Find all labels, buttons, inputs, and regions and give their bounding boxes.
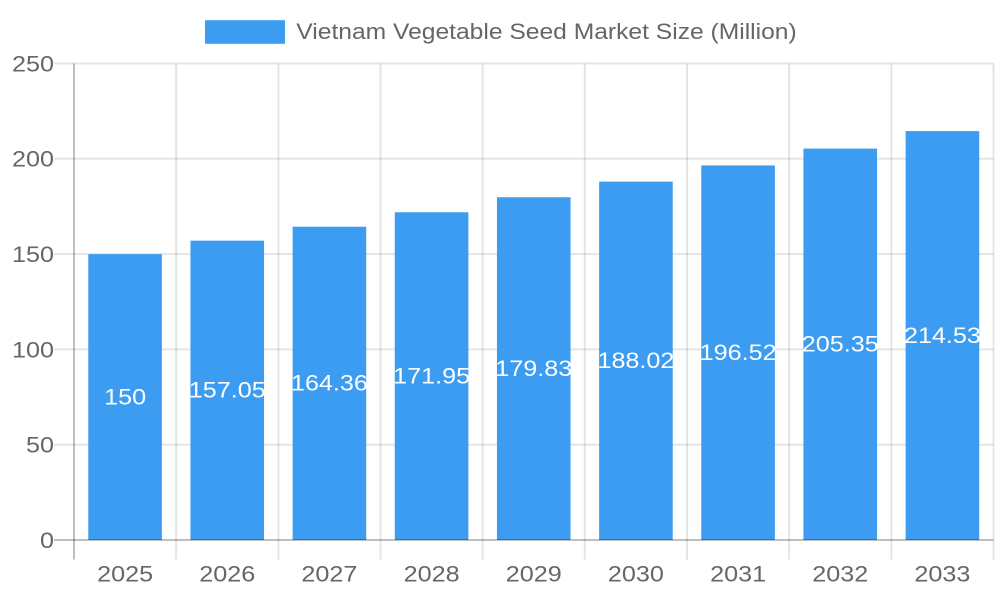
svg-text:2029: 2029: [506, 563, 562, 587]
svg-text:50: 50: [26, 434, 54, 458]
svg-text:196.52: 196.52: [700, 341, 777, 365]
svg-text:2031: 2031: [710, 563, 766, 587]
svg-text:157.05: 157.05: [189, 379, 266, 403]
svg-text:200: 200: [12, 148, 54, 172]
svg-text:164.36: 164.36: [291, 372, 368, 396]
svg-text:2028: 2028: [404, 563, 460, 587]
svg-text:Vietnam Vegetable Seed Market: Vietnam Vegetable Seed Market Size (Mill…: [296, 19, 796, 43]
svg-text:188.02: 188.02: [597, 349, 674, 373]
svg-text:150: 150: [12, 243, 54, 267]
svg-text:2026: 2026: [199, 563, 255, 587]
svg-text:2032: 2032: [812, 563, 868, 587]
svg-text:179.83: 179.83: [495, 357, 572, 381]
svg-text:171.95: 171.95: [393, 365, 470, 389]
svg-text:205.35: 205.35: [802, 333, 879, 357]
svg-text:2030: 2030: [608, 563, 664, 587]
svg-text:0: 0: [40, 529, 54, 553]
svg-text:150: 150: [104, 386, 146, 410]
svg-text:250: 250: [12, 53, 54, 77]
svg-text:2027: 2027: [301, 563, 357, 587]
svg-text:214.53: 214.53: [904, 324, 981, 348]
svg-text:100: 100: [12, 339, 54, 363]
svg-text:2025: 2025: [97, 563, 153, 587]
svg-text:2033: 2033: [914, 563, 970, 587]
